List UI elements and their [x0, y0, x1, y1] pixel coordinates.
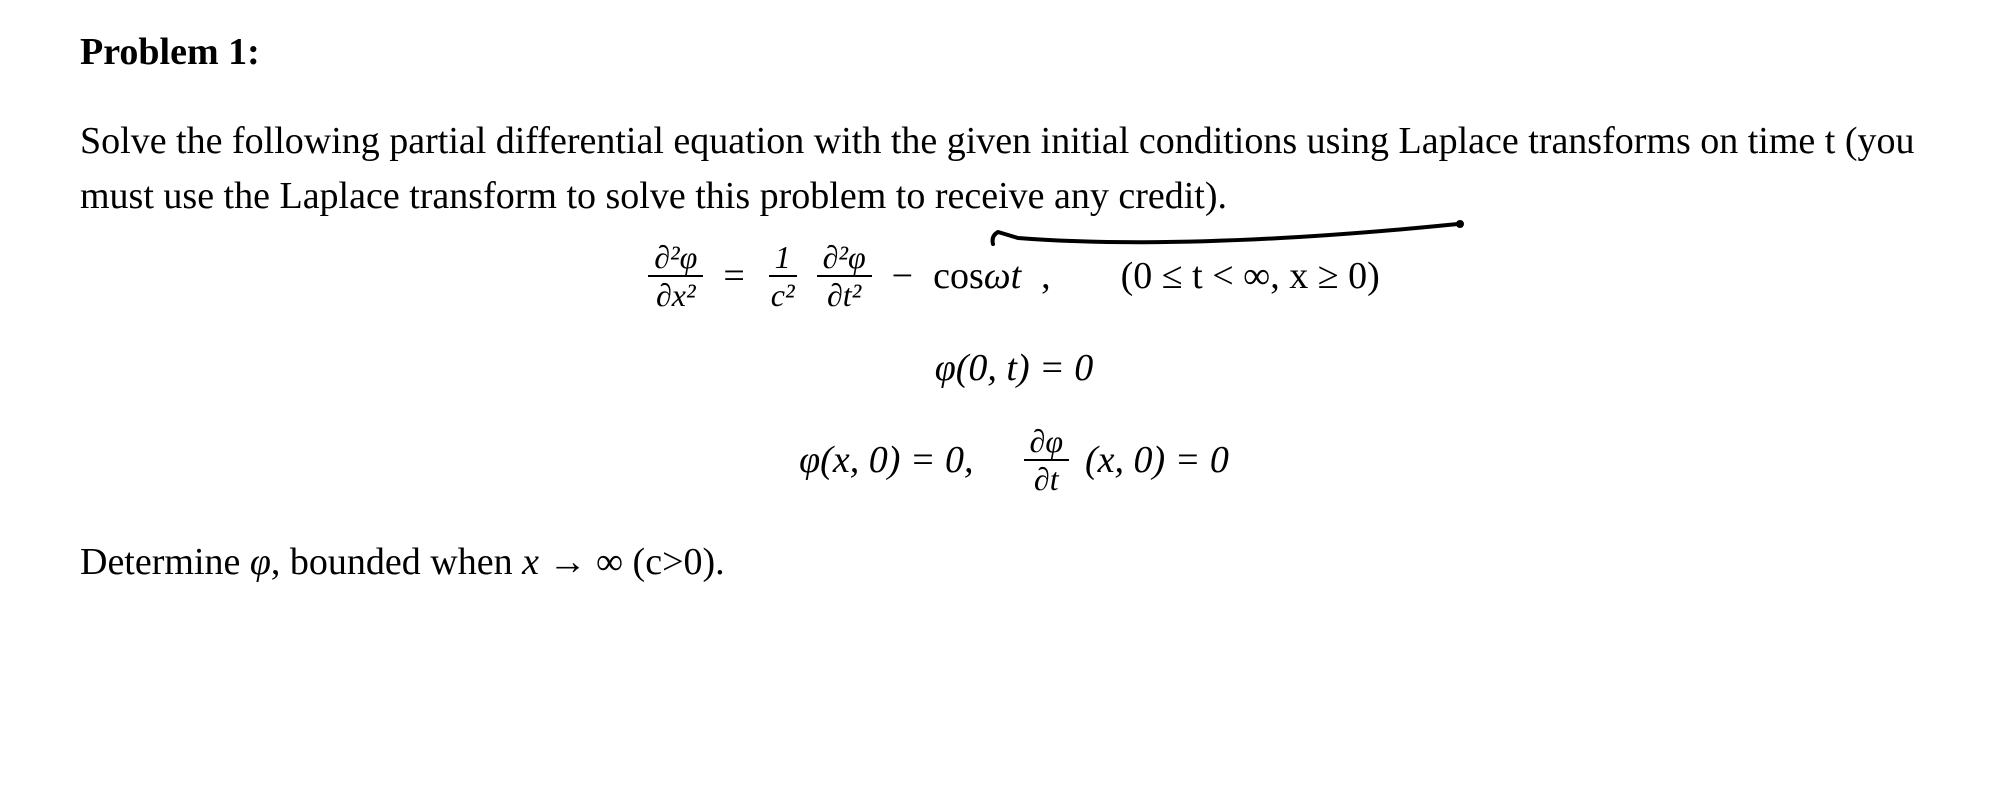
rhs-coef-fraction: 1 c² — [765, 241, 801, 311]
lhs-denominator: ∂x² — [650, 277, 702, 311]
initial-conditions: φ(x, 0) = 0, ∂φ ∂t (x, 0) = 0 — [80, 425, 1948, 495]
rhs-deriv-num: ∂²φ — [817, 241, 872, 277]
initial-condition-1: φ(x, 0) = 0, — [799, 438, 973, 482]
initial-condition-2: ∂φ ∂t (x, 0) = 0 — [1024, 425, 1229, 495]
comma: , — [1041, 254, 1051, 298]
determine-x: x — [522, 541, 539, 583]
minus-sign: − — [892, 254, 913, 298]
omega-t: ωt — [984, 255, 1021, 297]
ic2-numerator: ∂φ — [1024, 425, 1070, 461]
problem-description: Solve the following partial differential… — [80, 114, 1930, 224]
rhs-term1: 1 c² ∂²φ ∂t² — [765, 241, 872, 311]
rhs-coef-den: c² — [765, 277, 801, 311]
annotation-arrow-icon — [988, 216, 1468, 256]
determine-arrow: → ∞ (c>0). — [539, 541, 725, 583]
determine-pre: Determine — [80, 541, 250, 583]
ic2-fraction: ∂φ ∂t — [1024, 425, 1070, 495]
rhs-deriv-den: ∂t² — [821, 277, 867, 311]
lhs-numerator: ∂²φ — [648, 241, 703, 277]
determine-line: Determine φ, bounded when x → ∞ (c>0). — [80, 540, 1948, 584]
determine-phi: φ — [250, 541, 271, 583]
rhs-coef-num: 1 — [769, 241, 797, 277]
main-equation-block: ∂²φ ∂x² = 1 c² ∂²φ ∂t² − cosωt , (0 ≤ t … — [80, 234, 1948, 311]
forcing-term: cosωt — [933, 254, 1021, 298]
equals-sign: = — [723, 254, 744, 298]
lhs-fraction: ∂²φ ∂x² — [648, 241, 703, 311]
ic2-denominator: ∂t — [1028, 461, 1065, 495]
main-equation: ∂²φ ∂x² = 1 c² ∂²φ ∂t² − cosωt , (0 ≤ t … — [648, 241, 1380, 311]
cos-label: cos — [933, 255, 984, 297]
ic2-args: (x, 0) = 0 — [1085, 438, 1229, 482]
problem-title: Problem 1: — [80, 30, 1948, 74]
determine-mid: , bounded when — [271, 541, 522, 583]
rhs-deriv-fraction: ∂²φ ∂t² — [817, 241, 872, 311]
boundary-condition: φ(0, t) = 0 — [80, 346, 1948, 390]
domain-range: (0 ≤ t < ∞, x ≥ 0) — [1121, 254, 1380, 298]
